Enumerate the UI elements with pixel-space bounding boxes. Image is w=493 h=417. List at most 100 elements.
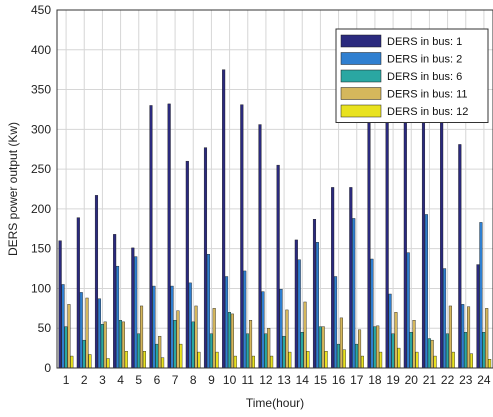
bar: [64, 326, 68, 369]
bar: [421, 105, 426, 369]
bar: [149, 105, 153, 369]
bar: [106, 358, 110, 369]
bar: [124, 351, 128, 369]
legend-label: DERS in bus: 12: [387, 106, 468, 118]
x-axis-ticks: 1 2 3 4 5 6 7 8 9 10 11 12 13 14 15 16 17 18 19 20 21 22 23 24: [63, 373, 491, 387]
bar: [391, 333, 395, 369]
bar: [297, 259, 301, 369]
bar: [267, 328, 271, 369]
x-tick-label: 21: [423, 373, 437, 387]
legend-swatch: [340, 69, 382, 83]
bar: [482, 332, 486, 369]
bar: [215, 351, 219, 369]
bar: [294, 239, 298, 369]
x-tick-label: 8: [190, 373, 197, 387]
bar: [451, 351, 455, 369]
bar: [427, 338, 431, 369]
legend-label: DERS in bus: 2: [387, 54, 462, 66]
bar: [152, 285, 156, 369]
bar: [158, 335, 162, 369]
bar: [170, 285, 174, 369]
bar: [385, 113, 389, 369]
bar: [303, 301, 307, 369]
bar: [476, 264, 480, 369]
bar: [443, 268, 447, 369]
bar: [331, 187, 335, 369]
y-tick-label: 150: [31, 242, 51, 256]
bar: [191, 321, 195, 369]
bar: [233, 355, 237, 369]
y-tick-label: 350: [31, 83, 51, 97]
y-tick-label: 300: [31, 122, 51, 136]
bar: [82, 339, 86, 369]
bar: [264, 333, 268, 369]
bar: [458, 144, 462, 369]
bar: [376, 325, 380, 369]
x-tick-label: 16: [332, 373, 346, 387]
bar: [358, 329, 362, 369]
bar: [312, 219, 317, 369]
bar: [388, 293, 392, 369]
bar: [185, 160, 189, 369]
x-tick-label: 22: [441, 373, 455, 387]
x-tick-label: 24: [477, 373, 491, 387]
bar: [285, 309, 289, 369]
bar: [79, 292, 83, 369]
bar: [467, 306, 471, 369]
legend-label: DERS in bus: 11: [387, 89, 468, 101]
bar: [206, 254, 210, 369]
bar: [173, 320, 177, 369]
x-tick-label: 5: [135, 373, 142, 387]
x-tick-label: 7: [172, 373, 179, 387]
x-tick-label: 15: [314, 373, 328, 387]
bar: [225, 276, 229, 369]
y-tick-label: 400: [31, 43, 51, 57]
bar: [306, 351, 310, 369]
bar: [315, 242, 319, 369]
bar: [103, 321, 107, 369]
legend: DERS in bus: 1 DERS in bus: 2 DERS in bus:…: [335, 28, 489, 123]
bar: [339, 317, 343, 369]
y-tick-label: 50: [38, 321, 52, 335]
bar: [355, 343, 359, 369]
bar: [403, 113, 407, 369]
bar: [248, 320, 253, 369]
bar: [176, 310, 180, 369]
bar: [488, 359, 492, 369]
x-tick-label: 14: [296, 373, 310, 387]
bar: [230, 313, 234, 369]
bar: [212, 308, 216, 369]
legend-swatch: [340, 52, 382, 65]
x-tick-label: 3: [99, 373, 106, 387]
y-axis-ticks: 0 50 100 150 200 250 300 350 400 450: [31, 3, 51, 375]
bar: [406, 252, 410, 369]
bar: [131, 247, 135, 369]
bar: [94, 195, 99, 369]
x-tick-label: 20: [405, 373, 419, 387]
bar: [440, 113, 444, 369]
x-tick-label: 2: [81, 373, 88, 387]
bar: [76, 217, 80, 369]
bar: [203, 147, 208, 369]
bar: [360, 355, 364, 369]
bar: [276, 164, 280, 369]
x-tick-label: 18: [368, 373, 382, 387]
bar: [251, 355, 255, 369]
bar: [379, 351, 383, 369]
bar: [367, 121, 371, 369]
y-tick-label: 200: [31, 202, 51, 216]
bar: [240, 104, 244, 369]
bar: [142, 351, 146, 369]
bar: [464, 332, 468, 369]
legend-swatch: [340, 104, 382, 118]
x-tick-label: 11: [242, 373, 255, 387]
bar: [469, 353, 473, 369]
y-tick-label: 100: [31, 281, 51, 295]
bar: [67, 304, 71, 369]
bar: [270, 355, 274, 369]
bar: [370, 258, 374, 369]
x-tick-label: 10: [223, 373, 237, 387]
bar: [137, 333, 141, 369]
